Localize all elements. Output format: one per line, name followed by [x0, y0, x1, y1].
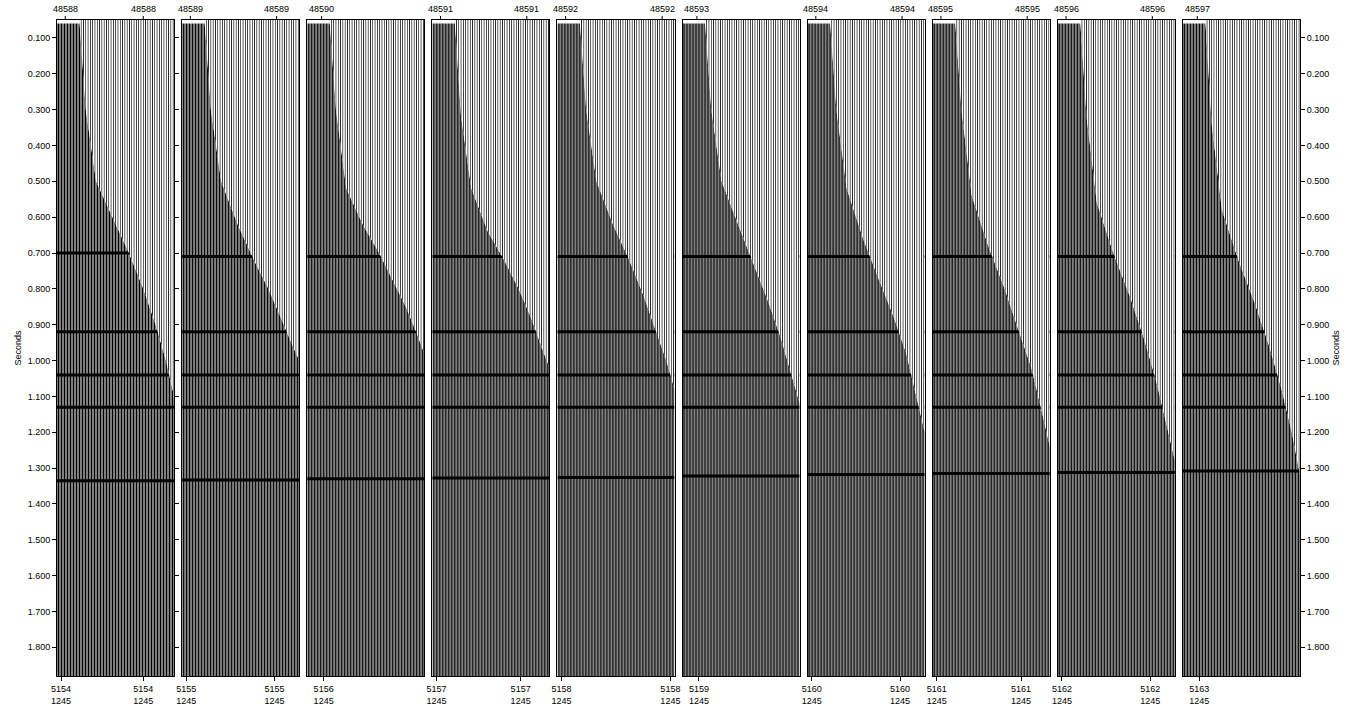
svg-text:0.100: 0.100: [1307, 33, 1330, 43]
svg-text:0.200: 0.200: [1307, 69, 1330, 79]
svg-text:1.600: 1.600: [1307, 571, 1330, 581]
svg-text:48592: 48592: [553, 4, 578, 14]
svg-text:48594: 48594: [890, 4, 915, 14]
svg-text:1.300: 1.300: [1307, 463, 1330, 473]
svg-text:0.300: 0.300: [1307, 105, 1330, 115]
svg-text:51561245: 51561245: [314, 684, 334, 706]
svg-text:48595: 48595: [1015, 4, 1040, 14]
svg-text:1.000: 1.000: [28, 356, 51, 366]
svg-text:0.700: 0.700: [1307, 248, 1330, 258]
svg-text:1.800: 1.800: [28, 642, 51, 652]
svg-text:Seconds: Seconds: [13, 330, 23, 366]
svg-text:1.400: 1.400: [28, 499, 51, 509]
svg-text:48591: 48591: [428, 4, 453, 14]
svg-text:48595: 48595: [928, 4, 953, 14]
svg-text:0.500: 0.500: [1307, 176, 1330, 186]
svg-text:48589: 48589: [178, 4, 203, 14]
svg-text:51551245: 51551245: [265, 684, 285, 706]
svg-text:48588: 48588: [131, 4, 156, 14]
svg-text:0.400: 0.400: [28, 141, 51, 151]
svg-text:1.700: 1.700: [28, 607, 51, 617]
svg-text:0.100: 0.100: [28, 33, 51, 43]
svg-text:48596: 48596: [1140, 4, 1165, 14]
svg-text:48588: 48588: [53, 4, 78, 14]
svg-text:0.400: 0.400: [1307, 141, 1330, 151]
svg-text:0.200: 0.200: [28, 69, 51, 79]
svg-text:1.100: 1.100: [1307, 392, 1330, 402]
svg-text:0.700: 0.700: [28, 248, 51, 258]
svg-text:51581245: 51581245: [551, 684, 571, 706]
svg-text:1.400: 1.400: [1307, 499, 1330, 509]
svg-text:0.900: 0.900: [28, 320, 51, 330]
svg-text:48594: 48594: [803, 4, 828, 14]
svg-text:1.200: 1.200: [28, 427, 51, 437]
svg-text:1.500: 1.500: [1307, 535, 1330, 545]
svg-text:51551245: 51551245: [176, 684, 196, 706]
svg-text:48591: 48591: [514, 4, 539, 14]
svg-text:1.300: 1.300: [28, 463, 51, 473]
svg-text:48592: 48592: [650, 4, 675, 14]
svg-text:51541245: 51541245: [133, 684, 153, 706]
svg-text:1.000: 1.000: [1307, 356, 1330, 366]
svg-text:51611245: 51611245: [1011, 684, 1031, 706]
svg-text:51611245: 51611245: [927, 684, 947, 706]
svg-text:51621245: 51621245: [1140, 684, 1160, 706]
svg-text:51591245: 51591245: [689, 684, 709, 706]
svg-text:1.500: 1.500: [28, 535, 51, 545]
svg-text:48593: 48593: [684, 4, 709, 14]
svg-text:0.300: 0.300: [28, 105, 51, 115]
svg-text:48597: 48597: [1185, 4, 1210, 14]
svg-text:0.800: 0.800: [28, 284, 51, 294]
svg-text:0.500: 0.500: [28, 176, 51, 186]
svg-text:48590: 48590: [309, 4, 334, 14]
svg-text:51571245: 51571245: [426, 684, 446, 706]
svg-text:1.200: 1.200: [1307, 427, 1330, 437]
svg-text:1.600: 1.600: [28, 571, 51, 581]
svg-text:1.100: 1.100: [28, 392, 51, 402]
svg-text:51571245: 51571245: [511, 684, 531, 706]
svg-text:48589: 48589: [264, 4, 289, 14]
svg-text:48596: 48596: [1054, 4, 1079, 14]
svg-text:51541245: 51541245: [51, 684, 71, 706]
svg-text:51581245: 51581245: [660, 684, 680, 706]
svg-text:51601245: 51601245: [802, 684, 822, 706]
svg-text:0.900: 0.900: [1307, 320, 1330, 330]
svg-text:1.800: 1.800: [1307, 642, 1330, 652]
svg-text:0.600: 0.600: [28, 212, 51, 222]
svg-text:Seconds: Seconds: [1331, 330, 1341, 366]
svg-text:0.800: 0.800: [1307, 284, 1330, 294]
svg-text:1.700: 1.700: [1307, 607, 1330, 617]
svg-text:51601245: 51601245: [890, 684, 910, 706]
svg-text:0.600: 0.600: [1307, 212, 1330, 222]
svg-text:51621245: 51621245: [1052, 684, 1072, 706]
svg-text:51631245: 51631245: [1189, 684, 1209, 706]
